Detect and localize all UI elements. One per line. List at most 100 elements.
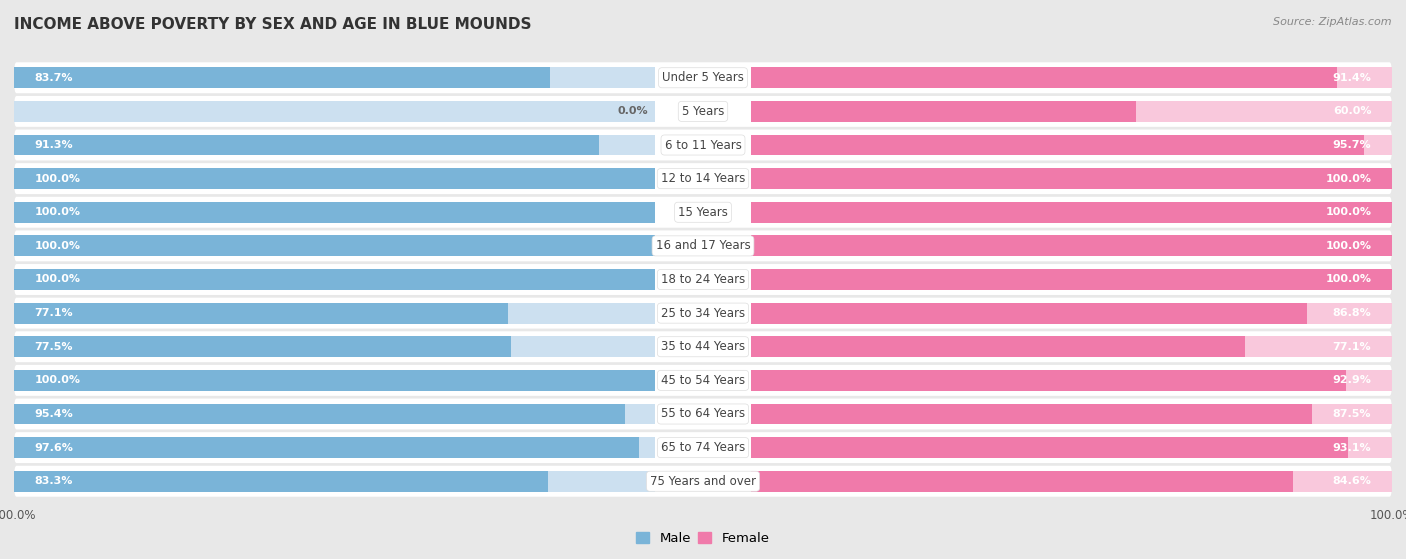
Bar <box>751 370 1392 391</box>
Text: Under 5 Years: Under 5 Years <box>662 71 744 84</box>
Bar <box>751 202 1392 222</box>
Bar <box>751 471 1392 492</box>
Text: 91.4%: 91.4% <box>1333 73 1371 83</box>
Bar <box>14 269 655 290</box>
Text: 35 to 44 Years: 35 to 44 Years <box>661 340 745 353</box>
Bar <box>14 135 655 155</box>
Text: 75 Years and over: 75 Years and over <box>650 475 756 488</box>
Text: 84.6%: 84.6% <box>1333 476 1371 486</box>
Bar <box>751 202 1392 222</box>
FancyBboxPatch shape <box>14 163 1392 194</box>
Text: 95.4%: 95.4% <box>35 409 73 419</box>
Bar <box>751 337 1246 357</box>
Bar <box>14 135 599 155</box>
Bar <box>14 437 655 458</box>
Text: 83.7%: 83.7% <box>35 73 73 83</box>
Text: 93.1%: 93.1% <box>1333 443 1371 453</box>
Bar <box>14 168 655 189</box>
Bar <box>751 471 1294 492</box>
Text: 100.0%: 100.0% <box>35 241 80 251</box>
Bar <box>751 269 1392 290</box>
Text: 100.0%: 100.0% <box>35 174 80 183</box>
Legend: Male, Female: Male, Female <box>631 527 775 550</box>
Bar <box>14 437 640 458</box>
Bar <box>751 67 1337 88</box>
Text: 100.0%: 100.0% <box>1326 207 1371 217</box>
Text: 15 Years: 15 Years <box>678 206 728 219</box>
Text: 77.5%: 77.5% <box>35 342 73 352</box>
Bar <box>751 370 1347 391</box>
Bar <box>751 101 1136 122</box>
Bar <box>14 67 550 88</box>
FancyBboxPatch shape <box>14 365 1392 396</box>
Text: 100.0%: 100.0% <box>1326 174 1371 183</box>
Bar <box>751 235 1392 256</box>
Text: 6 to 11 Years: 6 to 11 Years <box>665 139 741 151</box>
Bar <box>14 337 655 357</box>
Text: 0.0%: 0.0% <box>617 106 648 116</box>
Text: 55 to 64 Years: 55 to 64 Years <box>661 408 745 420</box>
FancyBboxPatch shape <box>14 197 1392 228</box>
Text: 60.0%: 60.0% <box>1333 106 1371 116</box>
Text: 25 to 34 Years: 25 to 34 Years <box>661 307 745 320</box>
Bar <box>751 135 1364 155</box>
Text: 86.8%: 86.8% <box>1333 308 1371 318</box>
Bar <box>751 67 1392 88</box>
Bar <box>14 303 508 324</box>
FancyBboxPatch shape <box>14 96 1392 127</box>
FancyBboxPatch shape <box>14 466 1392 497</box>
FancyBboxPatch shape <box>14 130 1392 160</box>
Bar <box>751 168 1392 189</box>
Bar <box>751 269 1392 290</box>
FancyBboxPatch shape <box>14 230 1392 262</box>
Text: 92.9%: 92.9% <box>1333 376 1371 385</box>
Bar <box>14 404 626 424</box>
Bar <box>14 471 548 492</box>
Bar <box>14 235 655 256</box>
Bar <box>751 404 1392 424</box>
Text: 16 and 17 Years: 16 and 17 Years <box>655 239 751 252</box>
Bar <box>751 303 1392 324</box>
Bar <box>14 168 655 189</box>
FancyBboxPatch shape <box>14 399 1392 429</box>
Text: 100.0%: 100.0% <box>35 207 80 217</box>
Bar <box>751 437 1392 458</box>
Text: 45 to 54 Years: 45 to 54 Years <box>661 374 745 387</box>
Text: 91.3%: 91.3% <box>35 140 73 150</box>
Bar <box>751 101 1392 122</box>
FancyBboxPatch shape <box>14 264 1392 295</box>
Bar <box>14 235 655 256</box>
Bar <box>751 404 1312 424</box>
Bar <box>14 370 655 391</box>
Bar <box>14 202 655 222</box>
Bar <box>751 337 1392 357</box>
Bar <box>14 269 655 290</box>
Text: 65 to 74 Years: 65 to 74 Years <box>661 441 745 454</box>
FancyBboxPatch shape <box>14 62 1392 93</box>
Text: 87.5%: 87.5% <box>1333 409 1371 419</box>
Text: 100.0%: 100.0% <box>1326 274 1371 285</box>
Bar <box>14 101 655 122</box>
Text: 97.6%: 97.6% <box>35 443 73 453</box>
Text: 95.7%: 95.7% <box>1333 140 1371 150</box>
FancyBboxPatch shape <box>14 432 1392 463</box>
FancyBboxPatch shape <box>14 331 1392 362</box>
Text: Source: ZipAtlas.com: Source: ZipAtlas.com <box>1274 17 1392 27</box>
Text: 18 to 24 Years: 18 to 24 Years <box>661 273 745 286</box>
Text: 5 Years: 5 Years <box>682 105 724 118</box>
Bar <box>14 471 655 492</box>
Text: 100.0%: 100.0% <box>35 376 80 385</box>
Bar <box>751 135 1392 155</box>
Text: 77.1%: 77.1% <box>35 308 73 318</box>
Bar <box>14 404 655 424</box>
Text: 83.3%: 83.3% <box>35 476 73 486</box>
Bar <box>751 437 1348 458</box>
Bar <box>14 303 655 324</box>
Text: 12 to 14 Years: 12 to 14 Years <box>661 172 745 185</box>
Bar <box>751 235 1392 256</box>
Bar <box>751 168 1392 189</box>
Bar <box>751 303 1308 324</box>
Text: 100.0%: 100.0% <box>35 274 80 285</box>
Bar <box>14 370 655 391</box>
Bar <box>14 337 510 357</box>
